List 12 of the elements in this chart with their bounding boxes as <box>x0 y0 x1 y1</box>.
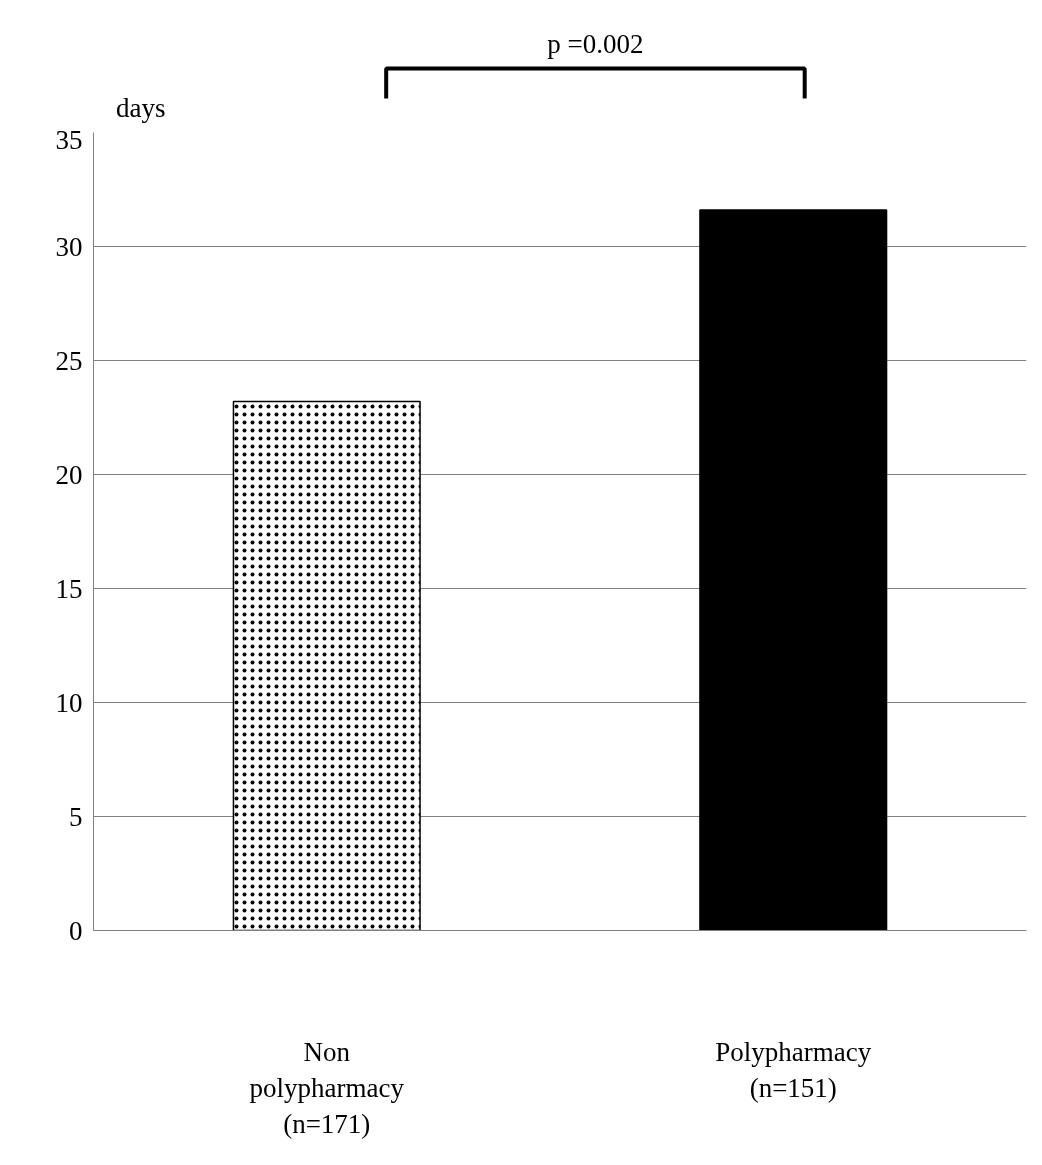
y-tick-label: 15 <box>55 573 83 604</box>
y-tick-label: 30 <box>55 231 83 262</box>
text: p =0.002 <box>547 28 644 59</box>
y-tick-label: 25 <box>55 345 83 376</box>
y-tick-label: 20 <box>55 459 83 490</box>
x-tick-label: Non polypharmacy (n=171) <box>249 1036 405 1139</box>
y-tick-label: 10 <box>55 687 83 718</box>
y-tick-label: 0 <box>69 915 83 946</box>
y-axis-title: days <box>115 92 166 123</box>
y-tick-label: 35 <box>55 124 83 155</box>
x-tick-label: Polypharmacy (n=151) <box>715 1036 872 1103</box>
y-tick-label: 5 <box>69 801 83 832</box>
